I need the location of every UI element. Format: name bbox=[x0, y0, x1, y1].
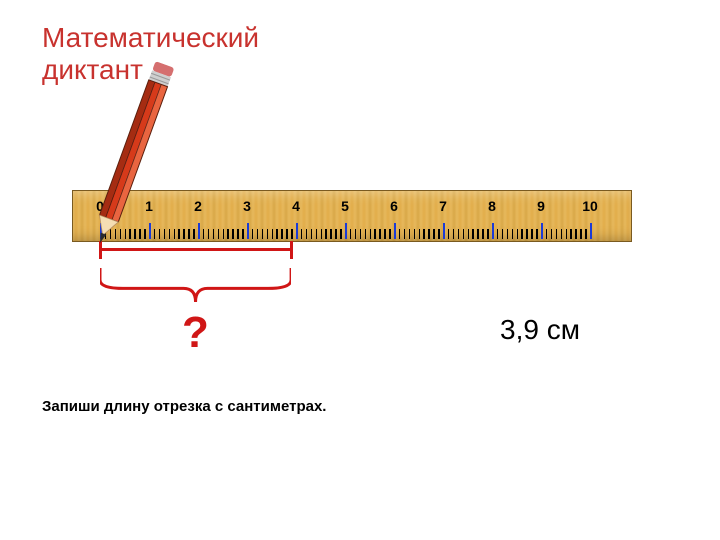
ruler-tick-label: 3 bbox=[243, 198, 251, 214]
slide-canvas: Математический диктант 012345678910 ? 3,… bbox=[0, 0, 720, 540]
ruler-tick-label: 1 bbox=[145, 198, 153, 214]
question-mark-text: ? bbox=[182, 308, 209, 357]
ruler-tick-label: 6 bbox=[390, 198, 398, 214]
segment-line bbox=[100, 248, 291, 251]
segment-right-cap bbox=[290, 241, 293, 259]
answer-text: 3,9 см bbox=[500, 314, 580, 346]
brace bbox=[100, 268, 291, 310]
prompt-value: Запиши длину отрезка с сантиметрах. bbox=[42, 398, 326, 415]
answer-value: 3,9 см bbox=[500, 314, 580, 345]
ruler-tick-label: 10 bbox=[582, 198, 598, 214]
question-mark: ? bbox=[182, 308, 209, 358]
title-line2: диктант bbox=[42, 54, 342, 86]
ruler-tick-label: 7 bbox=[439, 198, 447, 214]
slide-title: Математический диктант bbox=[42, 22, 342, 86]
ruler-tick-label: 4 bbox=[292, 198, 300, 214]
ruler-tick-label: 8 bbox=[488, 198, 496, 214]
ruler-tick-label: 9 bbox=[537, 198, 545, 214]
title-line1: Математический bbox=[42, 22, 342, 54]
ruler-labels: 012345678910 bbox=[72, 190, 632, 242]
ruler-tick-label: 5 bbox=[341, 198, 349, 214]
prompt-text: Запиши длину отрезка с сантиметрах. bbox=[42, 398, 326, 415]
ruler-tick-label: 2 bbox=[194, 198, 202, 214]
